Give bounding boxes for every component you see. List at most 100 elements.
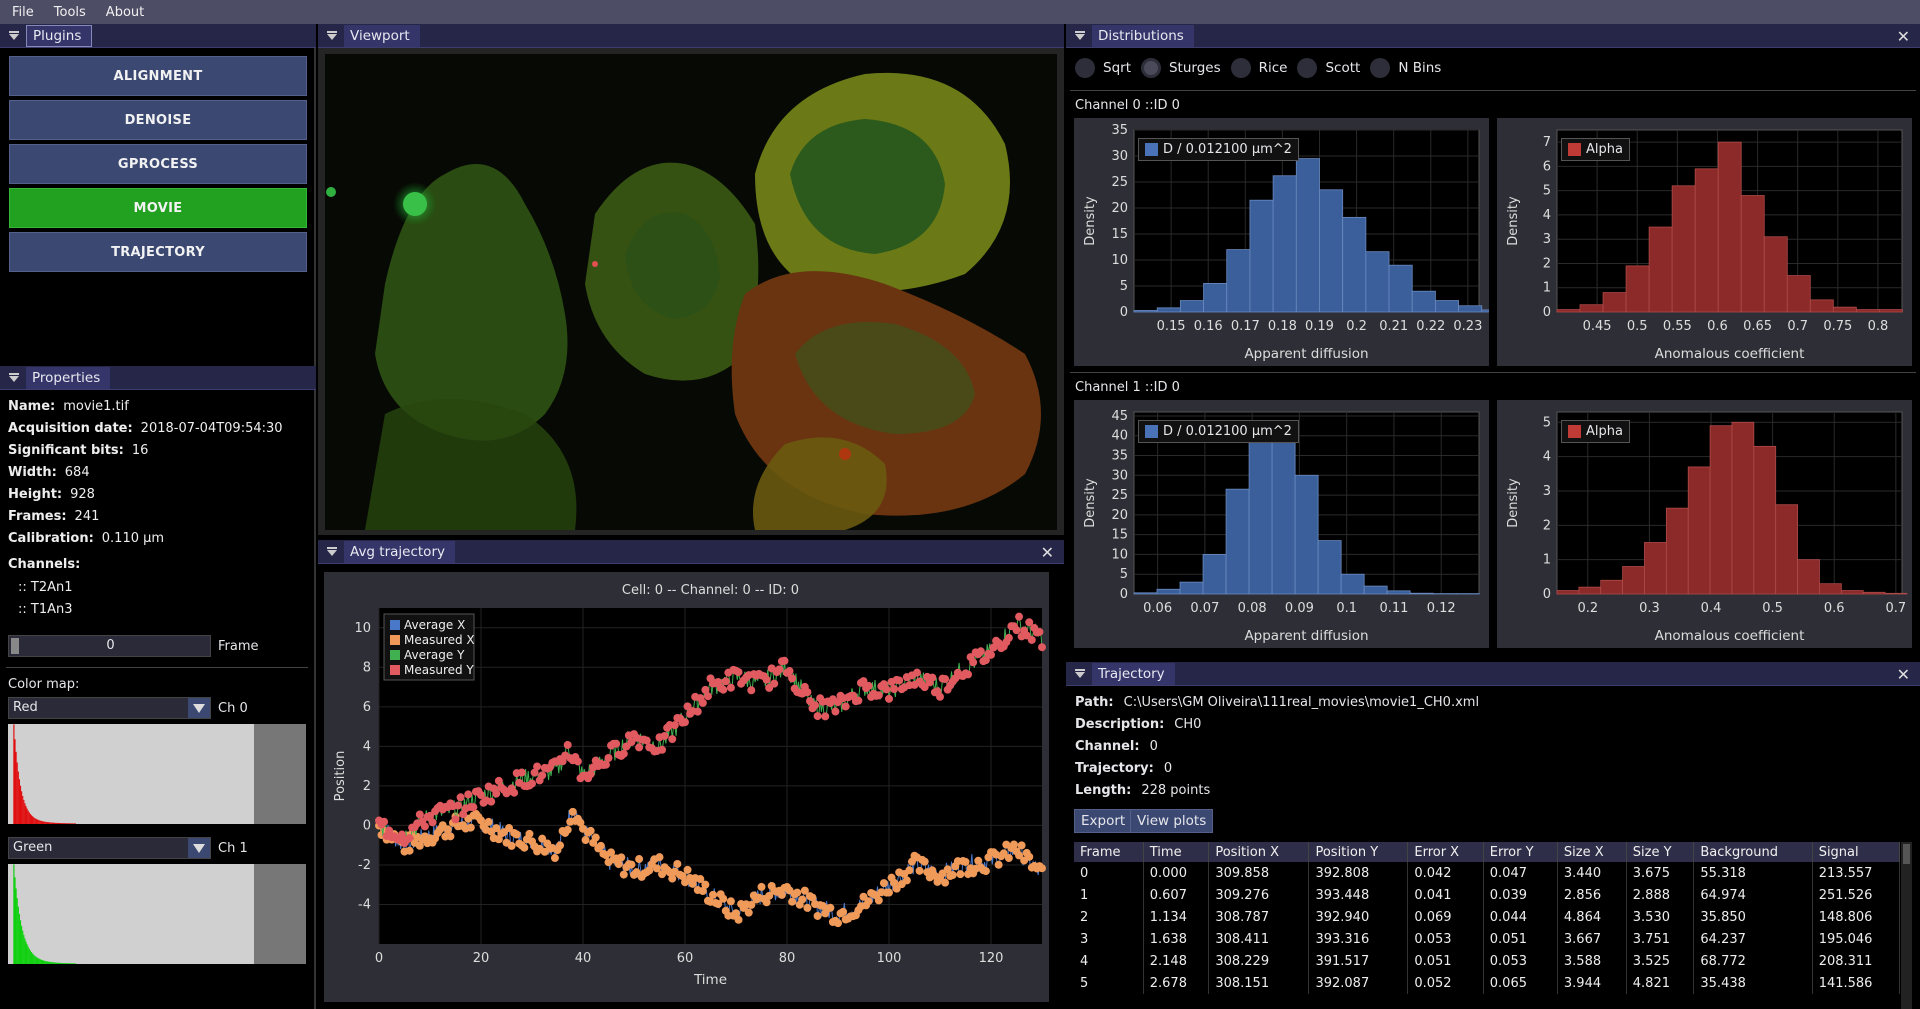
y-tick-label: 4	[363, 739, 371, 754]
microscopy-image[interactable]	[325, 54, 1057, 530]
x-tick-label: 0.23	[1453, 319, 1482, 334]
radio-icon[interactable]	[1297, 58, 1318, 78]
column-header[interactable]: Error Y	[1483, 842, 1558, 862]
collapse-icon[interactable]	[326, 30, 338, 41]
trajectory-property-label: Trajectory:	[1075, 761, 1154, 776]
viewport-area	[318, 48, 1064, 535]
view-plots-button[interactable]: View plots	[1130, 809, 1214, 833]
y-tick-label: 2	[1543, 518, 1551, 533]
collapse-icon[interactable]	[8, 30, 20, 41]
intensity-histogram[interactable]	[8, 724, 306, 824]
measured-point	[533, 762, 542, 771]
bin-option-sturges[interactable]: Sturges	[1140, 58, 1221, 78]
frame-slider[interactable]: 0	[8, 635, 211, 657]
table-row[interactable]: 5 2.678 308.151 392.087 0.052 0.065 3.944 4.821…	[1074, 972, 1901, 994]
close-icon[interactable]: ✕	[1896, 665, 1910, 684]
measured-point	[652, 864, 661, 873]
collapse-icon[interactable]	[1074, 668, 1086, 679]
measured-point	[426, 811, 434, 820]
collapse-icon[interactable]	[1074, 30, 1086, 41]
export-button[interactable]: Export	[1074, 809, 1133, 833]
menu-tools[interactable]: Tools	[53, 4, 86, 20]
column-header[interactable]: Signal	[1812, 842, 1901, 862]
column-header[interactable]: Time	[1143, 842, 1210, 862]
close-icon[interactable]: ✕	[1040, 543, 1054, 562]
channels-label: Channels:	[8, 557, 81, 572]
bin-option-scott[interactable]: Scott	[1297, 58, 1360, 78]
x-tick-label: 0.7	[1787, 319, 1808, 334]
measured-point	[530, 768, 539, 777]
column-header[interactable]: Background	[1693, 842, 1813, 862]
viewport-tab[interactable]: Viewport	[344, 24, 420, 47]
column-header[interactable]: Position Y	[1308, 842, 1409, 862]
measured-point	[415, 841, 424, 850]
x-tick-label: 0.22	[1416, 319, 1445, 334]
avg-trajectory-tab[interactable]: Avg trajectory	[344, 540, 455, 563]
measured-point	[397, 830, 406, 839]
bin-option-rice[interactable]: Rice	[1230, 58, 1287, 78]
histogram-bar	[1156, 588, 1181, 595]
plugin-button-denoise[interactable]: DENOISE	[9, 100, 307, 140]
column-header[interactable]: Size Y	[1626, 842, 1695, 862]
column-header[interactable]: Size X	[1557, 842, 1627, 862]
table-row[interactable]: 1 0.607 309.276 393.448 0.041 0.039 2.856 2.888…	[1074, 884, 1901, 906]
colormap-select[interactable]: Green	[8, 837, 211, 859]
close-icon[interactable]: ✕	[1896, 27, 1910, 46]
table-row[interactable]: 4 2.148 308.229 391.517 0.051 0.053 3.588 3.525…	[1074, 950, 1901, 972]
column-header[interactable]: Position X	[1208, 842, 1310, 862]
histogram-bin	[15, 751, 17, 824]
plugin-button-alignment[interactable]: ALIGNMENT	[9, 56, 307, 96]
measured-point	[890, 684, 899, 693]
collapse-icon[interactable]	[8, 372, 20, 383]
chevron-down-icon[interactable]	[188, 838, 210, 858]
bin-option-n-bins[interactable]: N Bins	[1370, 58, 1441, 78]
measured-point	[879, 879, 888, 888]
column-header[interactable]: Frame	[1074, 842, 1144, 862]
colormap-select[interactable]: Red	[8, 697, 211, 719]
measured-point	[512, 830, 521, 839]
menu-file[interactable]: File	[12, 4, 34, 20]
plugins-tab[interactable]: Plugins	[26, 24, 93, 47]
measured-point	[762, 675, 771, 684]
x-axis-label: Apparent diffusion	[1244, 628, 1368, 644]
table-row[interactable]: 0 0.000 309.858 392.808 0.042 0.047 3.440 3.675…	[1074, 862, 1901, 884]
y-axis-label: Density	[1506, 478, 1521, 528]
histogram-bin	[22, 930, 24, 964]
frame-slider-handle[interactable]	[11, 638, 19, 654]
table-cell: 208.311	[1812, 950, 1901, 972]
bin-option-sqrt[interactable]: Sqrt	[1075, 58, 1131, 78]
measured-point	[895, 676, 904, 685]
histogram-bar	[1225, 488, 1250, 595]
measured-point	[826, 903, 835, 912]
measured-point	[734, 915, 743, 924]
menu-about[interactable]: About	[105, 4, 145, 20]
divider	[1070, 90, 1916, 91]
radio-icon[interactable]	[1075, 58, 1095, 78]
column-header[interactable]: Error X	[1407, 842, 1484, 862]
radio-icon[interactable]	[1370, 58, 1391, 78]
histogram-bar	[1556, 309, 1581, 313]
plugin-button-gprocess[interactable]: GPROCESS	[9, 144, 307, 184]
radio-icon[interactable]	[1140, 58, 1161, 78]
plugin-button-trajectory[interactable]: TRAJECTORY	[9, 232, 307, 272]
histogram-bin	[68, 823, 70, 824]
chevron-down-icon[interactable]	[188, 698, 210, 718]
collapse-icon[interactable]	[326, 546, 338, 557]
plugin-button-movie[interactable]: MOVIE	[9, 188, 307, 228]
histogram-bin	[40, 820, 42, 824]
trajectory-tab[interactable]: Trajectory	[1092, 662, 1175, 685]
measured-point	[505, 824, 514, 833]
table-row[interactable]: 3 1.638 308.411 393.316 0.053 0.051 3.667 3.751…	[1074, 928, 1901, 950]
histogram-bin	[13, 724, 15, 824]
table-scrollbar[interactable]	[1901, 842, 1912, 1009]
table-row[interactable]: 2 1.134 308.787 392.940 0.069 0.044 4.864 3.530…	[1074, 906, 1901, 928]
histogram-bin	[24, 803, 26, 824]
properties-tab[interactable]: Properties	[26, 366, 111, 389]
histogram-bar	[1386, 590, 1411, 595]
measured-point	[1035, 627, 1044, 636]
histogram-bin	[32, 816, 34, 824]
histogram-bin	[49, 822, 51, 824]
distributions-tab[interactable]: Distributions	[1092, 24, 1194, 47]
intensity-histogram[interactable]	[8, 864, 306, 964]
radio-icon[interactable]	[1230, 58, 1251, 78]
